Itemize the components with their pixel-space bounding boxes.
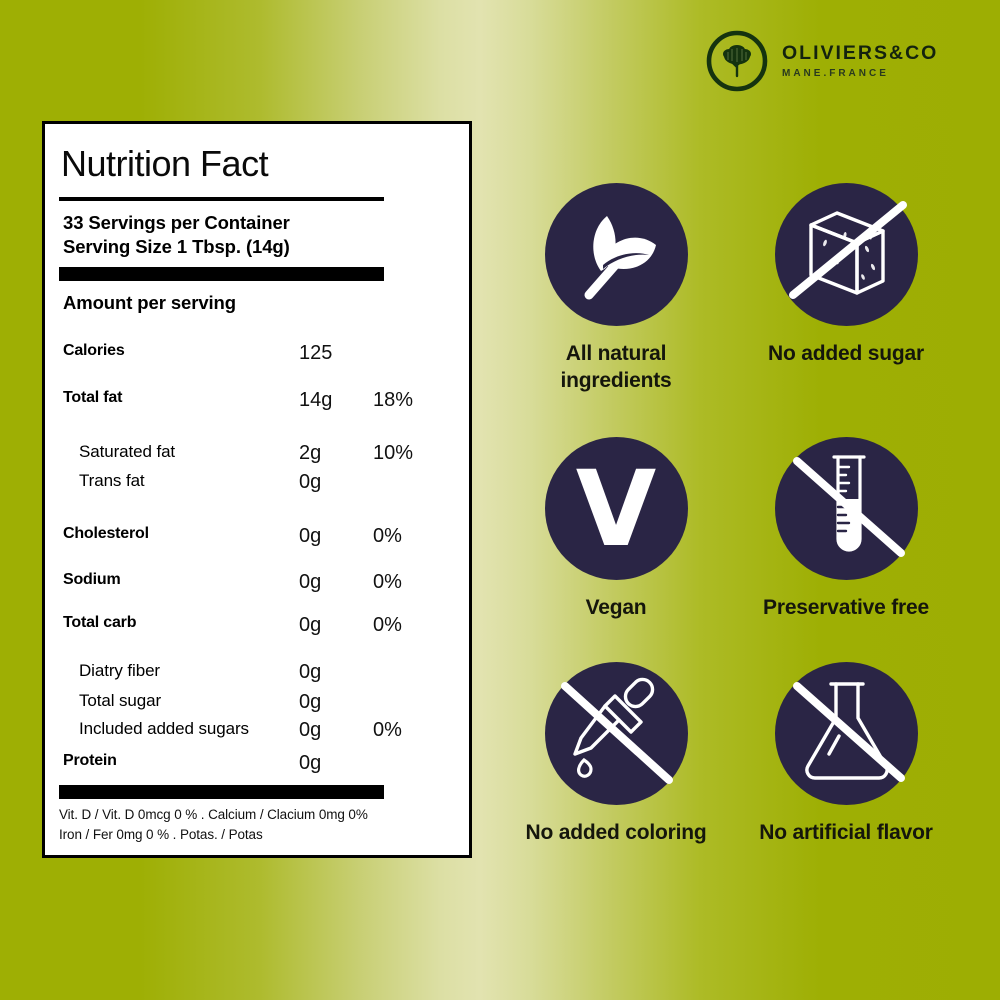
badge-label: No added sugar (768, 342, 924, 365)
crossed-out-slash (792, 682, 905, 782)
nutrient-label: Trans fat (79, 471, 145, 491)
badge-no-added-sugar: No added sugar (746, 183, 946, 367)
crossed-out-slash (792, 457, 905, 557)
nutrient-amount: 0g (299, 719, 322, 742)
nutrient-amount: 14g (299, 389, 333, 412)
badge-circle (544, 183, 688, 326)
nutrient-amount: 0g (299, 525, 322, 548)
badge-preservative-free: Preservative free (746, 437, 946, 621)
nutrient-amount: 0g (299, 661, 322, 684)
divider-bar-bottom (59, 785, 384, 799)
brand-logo: OLIVIERS&CO MANE.FRANCE (706, 30, 938, 92)
brand-location: MANE.FRANCE (782, 67, 889, 79)
nutrient-amount: 2g (299, 442, 322, 465)
nutrient-daily-value-percent: 0% (373, 525, 402, 548)
badge-circle (544, 662, 688, 805)
erlenmeyer-flask-icon (792, 682, 905, 782)
brand-name: OLIVIERS&CO (782, 41, 939, 64)
olive-tree-in-circle-logo-icon (706, 30, 768, 92)
page-title: Nutrition Fact (61, 143, 269, 184)
nutrient-amount: 125 (299, 342, 333, 365)
footnote-line-2: Iron / Fer 0mg 0 % . Potas. / Potas (59, 827, 263, 842)
nutrition-facts-card: Nutrition Fact 33 Servings per Container… (42, 121, 472, 858)
badge-label: Preservative free (763, 596, 929, 619)
servings-per-container: 33 Servings per Container (63, 212, 290, 233)
amount-per-serving-heading: Amount per serving (63, 292, 236, 314)
nutrient-label: Sodium (63, 571, 121, 589)
nutrient-label: Diatry fiber (79, 661, 160, 681)
serving-info: 33 Servings per Container Serving Size 1… (59, 201, 455, 259)
nutrient-label: Included added sugars (79, 719, 249, 739)
title-rule (59, 197, 384, 201)
two-leaves-icon (584, 216, 656, 300)
test-tube-icon (792, 455, 905, 557)
nutrient-label: Cholesterol (63, 525, 149, 543)
nutrient-label: Total carb (63, 614, 137, 632)
footnote-line-1: Vit. D / Vit. D 0mcg 0 % . Calcium / Cla… (59, 807, 368, 822)
nutrient-daily-value-percent: 18% (373, 389, 414, 412)
nutrient-label: Protein (63, 752, 117, 770)
nutrient-amount: 0g (299, 614, 322, 637)
badge-circle (774, 662, 918, 805)
nutrient-label: Calories (63, 342, 125, 360)
nutrient-label: Saturated fat (79, 442, 176, 462)
badge-label: No artificial flavor (759, 821, 933, 844)
badge-vegan: V Vegan (516, 437, 716, 621)
badge-no-added-coloring: No added coloring (516, 662, 716, 846)
crossed-out-slash (788, 201, 907, 299)
badge-no-artificial-flavor: No artificial flavor (746, 662, 946, 846)
badge-all-natural-ingredients: All natural ingredients (516, 183, 716, 395)
nutrient-amount: 0g (299, 471, 322, 494)
badge-label: All natural ingredients (560, 342, 672, 393)
serving-size: Serving Size 1 Tbsp. (14g) (63, 236, 290, 258)
badge-label: Vegan (585, 596, 647, 619)
badge-circle (774, 437, 918, 580)
sugar-cube-icon (788, 201, 907, 299)
nutrient-amount: 0g (299, 571, 322, 594)
nutrient-daily-value-percent: 0% (373, 571, 402, 594)
nutrient-daily-value-percent: 0% (373, 614, 402, 637)
nutrient-amount: 0g (299, 752, 322, 775)
nutrient-daily-value-percent: 0% (373, 719, 402, 742)
divider-bar-top (59, 267, 384, 282)
nutrient-amount: 0g (299, 691, 322, 714)
nutrient-daily-value-percent: 10% (373, 442, 414, 465)
nutrient-label: Total fat (63, 389, 123, 407)
badge-label: No added coloring (525, 821, 707, 844)
badge-circle (774, 183, 918, 326)
vegan-v-icon: V (575, 447, 657, 570)
dropper-pipette-icon (560, 677, 673, 784)
badge-circle: V (544, 437, 688, 580)
crossed-out-slash (560, 682, 673, 784)
nutrient-label: Total sugar (79, 691, 162, 711)
